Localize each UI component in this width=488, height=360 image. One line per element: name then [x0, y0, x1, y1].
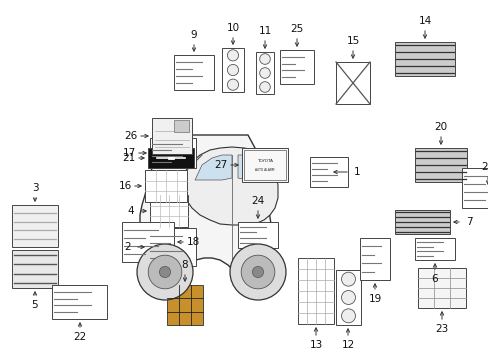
Text: 26: 26: [124, 131, 137, 141]
Text: 11: 11: [258, 26, 271, 36]
Circle shape: [259, 68, 270, 78]
Bar: [174, 55, 214, 90]
Circle shape: [229, 244, 285, 300]
Polygon shape: [140, 135, 271, 280]
Text: 22: 22: [73, 332, 86, 342]
Bar: [148, 148, 194, 168]
Text: 27: 27: [214, 160, 227, 170]
Bar: [335, 62, 369, 104]
Bar: [12, 205, 58, 247]
Text: 8: 8: [182, 260, 188, 270]
Text: 5: 5: [32, 300, 38, 310]
Bar: [394, 42, 454, 76]
Circle shape: [259, 54, 270, 64]
Text: 15: 15: [346, 36, 359, 46]
Bar: [414, 238, 454, 260]
Text: 4: 4: [127, 206, 134, 216]
Text: 14: 14: [418, 16, 431, 26]
Bar: [242, 148, 287, 182]
Bar: [167, 285, 203, 325]
Text: AUTO ALARM: AUTO ALARM: [255, 168, 274, 172]
Text: 1: 1: [353, 167, 360, 177]
Text: 13: 13: [309, 340, 322, 350]
Bar: [297, 258, 333, 324]
Text: 10: 10: [226, 23, 239, 33]
Text: 19: 19: [367, 294, 381, 304]
Bar: [122, 222, 174, 262]
Bar: [150, 138, 196, 168]
Text: 23: 23: [434, 324, 447, 334]
Bar: [148, 228, 196, 266]
Bar: [335, 270, 360, 325]
Text: 18: 18: [186, 237, 199, 247]
Text: 12: 12: [341, 340, 354, 350]
Text: 24: 24: [251, 196, 264, 206]
Text: 25: 25: [290, 24, 303, 34]
Polygon shape: [180, 147, 278, 225]
Circle shape: [148, 255, 182, 289]
Circle shape: [341, 309, 355, 323]
Bar: [309, 157, 347, 187]
Text: 9: 9: [190, 30, 197, 40]
Bar: [152, 118, 192, 154]
Text: 17: 17: [122, 148, 135, 158]
Circle shape: [227, 79, 238, 90]
Bar: [222, 48, 244, 92]
Bar: [12, 250, 58, 288]
Circle shape: [227, 64, 238, 76]
Bar: [145, 170, 186, 202]
Bar: [414, 148, 466, 182]
Text: TOYOTA: TOYOTA: [257, 159, 272, 163]
Circle shape: [341, 272, 355, 286]
Bar: [52, 285, 107, 319]
Bar: [359, 238, 389, 280]
Circle shape: [137, 244, 193, 300]
Bar: [461, 168, 488, 208]
Bar: [244, 150, 285, 180]
Bar: [280, 50, 313, 84]
Circle shape: [227, 50, 238, 61]
Text: 16: 16: [118, 181, 131, 191]
Text: 7: 7: [465, 217, 471, 227]
Bar: [256, 52, 273, 94]
Text: 2: 2: [124, 242, 131, 252]
Bar: [150, 195, 187, 227]
Bar: [417, 268, 465, 308]
Polygon shape: [238, 155, 271, 180]
Text: 20: 20: [433, 122, 447, 132]
Circle shape: [341, 291, 355, 305]
Circle shape: [259, 82, 270, 92]
Bar: [238, 222, 278, 248]
Circle shape: [252, 266, 263, 278]
Text: 6: 6: [431, 274, 437, 284]
Text: 3: 3: [32, 183, 38, 193]
Bar: [174, 120, 189, 131]
Text: 21: 21: [122, 153, 135, 163]
Polygon shape: [195, 155, 231, 180]
Bar: [394, 210, 449, 234]
Circle shape: [159, 266, 170, 278]
Circle shape: [241, 255, 274, 289]
Text: 28: 28: [480, 162, 488, 172]
